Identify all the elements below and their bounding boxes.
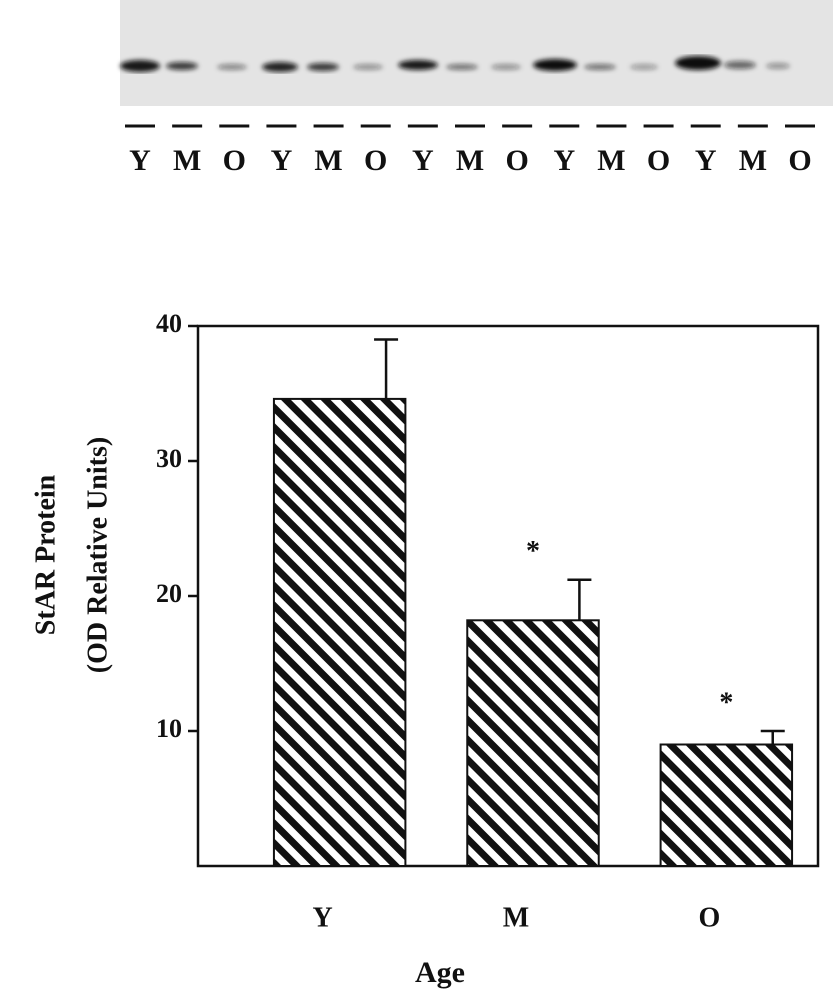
y-tick-label: 20 xyxy=(156,579,182,608)
lane-label: O xyxy=(647,144,670,177)
y-tick-label: 30 xyxy=(156,444,182,473)
blot-background xyxy=(120,0,833,106)
y-tick-label: 40 xyxy=(156,309,182,338)
lane-label: Y xyxy=(129,144,151,177)
western-blot xyxy=(120,0,833,106)
lane-label: O xyxy=(364,144,387,177)
x-axis-title: Age xyxy=(415,956,465,989)
lane-label: M xyxy=(456,144,484,177)
significance-mark: * xyxy=(526,536,540,567)
y-tick-label: 10 xyxy=(156,714,182,743)
error-bar xyxy=(761,731,785,745)
lane-label: Y xyxy=(271,144,293,177)
error-bar xyxy=(374,340,398,399)
lane-label: Y xyxy=(412,144,434,177)
x-tick-label: O xyxy=(698,902,720,933)
figure: YMOYMOYMOYMOYMO Age StAR Protein (OD Rel… xyxy=(0,0,833,993)
error-bar xyxy=(567,580,591,621)
lane-label: M xyxy=(739,144,767,177)
lane-label: O xyxy=(223,144,246,177)
lane-label: M xyxy=(173,144,201,177)
bar xyxy=(661,745,792,867)
lane-label: O xyxy=(788,144,811,177)
bar xyxy=(467,620,598,866)
y-axis-title: (OD Relative Units) xyxy=(82,437,113,673)
significance-mark: * xyxy=(719,687,733,718)
lane-label: Y xyxy=(695,144,717,177)
x-tick-label: Y xyxy=(313,902,333,933)
x-tick-label: M xyxy=(503,902,529,933)
y-axis-title: StAR Protein xyxy=(30,474,61,635)
lane-label: M xyxy=(314,144,342,177)
lane-label: O xyxy=(505,144,528,177)
lane-label: M xyxy=(597,144,625,177)
bar-chart: Age StAR Protein (OD Relative Units) 10 2… xyxy=(30,309,818,989)
lane-label: Y xyxy=(553,144,575,177)
bar xyxy=(274,399,405,866)
